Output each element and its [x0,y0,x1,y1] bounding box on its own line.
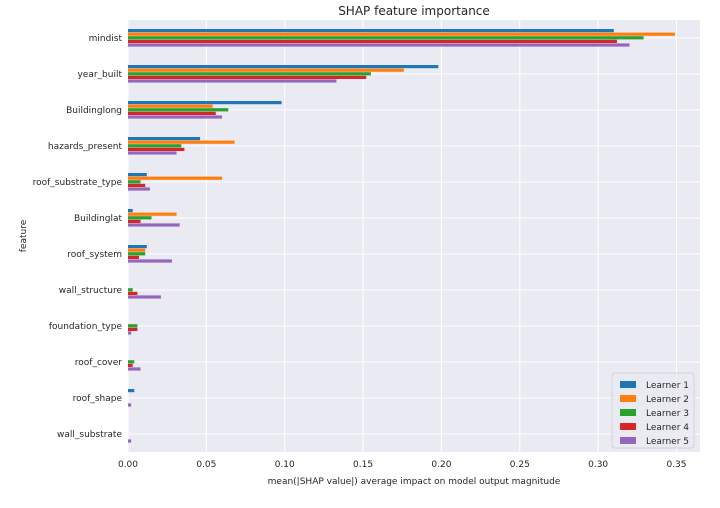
y-tick-label: foundation_type [49,322,123,332]
bar [128,212,177,216]
bar [128,79,337,83]
x-axis-label: mean(|SHAP value|) average impact on mod… [268,477,561,487]
bar [128,29,614,33]
bar [128,252,146,256]
bar [128,111,216,115]
legend-swatch [620,381,636,388]
bar [128,439,132,443]
y-tick-label: mindist [89,34,123,44]
bar-layer [128,29,675,443]
bar [128,147,185,151]
y-axis-label: feature [19,219,29,252]
bar [128,403,132,407]
x-tick-label: 0.10 [275,460,295,470]
y-tick-label: Buildinglong [66,106,122,116]
bar [128,183,146,187]
x-tick-label: 0.35 [666,460,686,470]
legend-swatch [620,409,636,416]
bar [128,248,146,252]
bar [128,75,367,79]
y-tick-label: roof_cover [75,358,123,368]
y-tick-label: year_built [77,70,122,80]
bar [128,115,223,119]
x-tick-label: 0.00 [118,460,138,470]
bar [128,363,133,367]
bar [128,367,141,371]
chart-title: SHAP feature importance [338,4,490,18]
bar [128,324,138,328]
bar [128,245,147,249]
bar [128,36,644,40]
x-tick-label: 0.30 [588,460,608,470]
bar [128,291,138,295]
legend-label: Learner 2 [646,395,689,405]
y-tick-label: roof_shape [73,394,123,404]
y-tick-label: roof_substrate_type [33,178,123,188]
bar [128,180,141,184]
bar [128,295,161,299]
bar [128,360,135,364]
bar [128,259,172,263]
bar [128,65,439,69]
legend-label: Learner 4 [646,423,689,433]
x-tick-label: 0.05 [196,460,216,470]
bar [128,39,617,43]
bar [128,209,133,213]
legend-label: Learner 1 [646,381,689,391]
legend-label: Learner 5 [646,437,689,447]
bar [128,219,141,223]
bar [128,327,138,331]
y-tick-label: wall_structure [59,286,123,296]
bar [128,140,235,144]
bar [128,151,177,155]
bar [128,223,180,227]
x-tick-label: 0.25 [510,460,530,470]
plot-background [128,20,700,452]
bar [128,173,147,177]
legend-swatch [620,423,636,430]
y-tick-label: hazards_present [48,142,123,152]
bar [128,68,404,72]
legend: Learner 1 Learner 2 Learner 3 Learner 4 Lear… [611,372,695,449]
bar [128,108,229,112]
bar [128,104,213,108]
bar [128,389,135,393]
bar [128,72,371,76]
bar [128,32,675,36]
y-tick-label: wall_substrate [57,430,122,440]
y-ticks: mindist year_built Buildinglong hazards_pre… [33,34,123,440]
legend-entries: Learner 1 Learner 2 Learner 3 Learner 4 Lear… [620,381,689,447]
legend-label: Learner 3 [646,409,689,419]
x-ticks: 0.00 0.05 0.10 0.15 0.20 0.25 0.30 0.35 [118,460,687,470]
legend-swatch [620,437,636,444]
y-tick-label: roof_system [67,250,122,260]
bar [128,101,282,105]
bar [128,176,223,180]
bar [128,288,133,292]
x-tick-label: 0.20 [431,460,451,470]
bar [128,331,132,335]
bar [128,187,150,191]
bar [128,137,201,141]
legend-swatch [620,395,636,402]
bar [128,216,152,220]
x-tick-label: 0.15 [353,460,373,470]
bar [128,255,139,259]
bar [128,43,630,47]
bar [128,144,182,148]
y-tick-label: Buildinglat [74,214,123,224]
